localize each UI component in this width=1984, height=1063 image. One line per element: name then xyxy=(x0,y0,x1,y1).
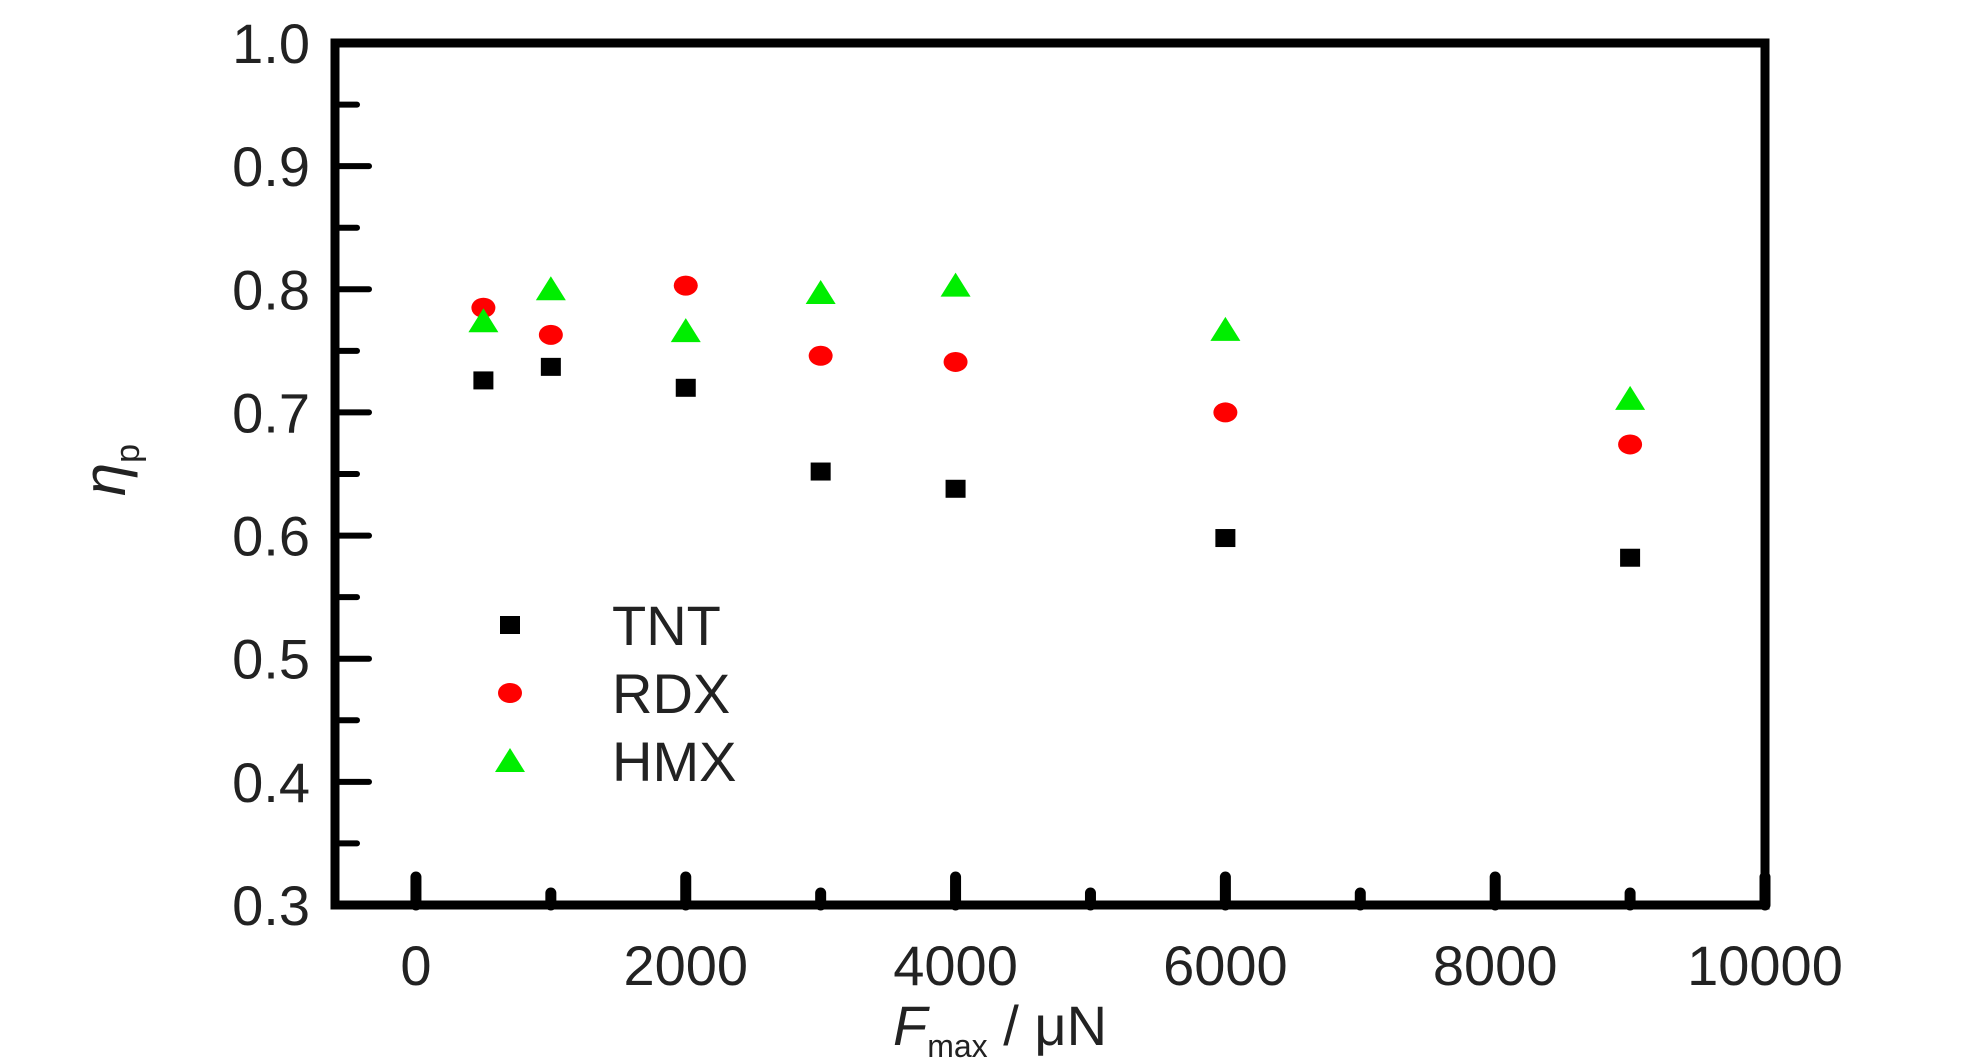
tick-labels: 0 2000 4000 6000 8000 10000 0.3 0.4 0.5 0.6 0.7 0.8… xyxy=(232,12,1843,997)
series-rdx xyxy=(471,275,1643,455)
y-tick-label: 0.8 xyxy=(232,258,310,321)
y-tick-label: 0.7 xyxy=(232,381,310,444)
legend-marker-tnt xyxy=(500,616,520,634)
y-tick-label: 0.3 xyxy=(232,874,310,937)
legend-marker-hmx xyxy=(495,748,525,772)
legend-item-rdx: RDX xyxy=(498,662,730,725)
y-axis-title: ηp xyxy=(71,444,147,496)
hmx-point xyxy=(468,308,499,333)
rdx-point xyxy=(471,297,496,318)
axis-ticks xyxy=(332,40,1771,911)
tnt-point xyxy=(540,357,561,376)
x-tick-label: 0 xyxy=(400,934,431,997)
plot-frame xyxy=(330,38,1770,910)
rdx-point xyxy=(808,345,833,366)
rdx-point xyxy=(538,324,563,345)
rdx-point xyxy=(943,351,968,372)
tnt-point xyxy=(473,371,494,390)
hmx-point xyxy=(670,318,701,343)
x-axis-title-sub: max xyxy=(927,1028,987,1063)
y-tick-label: 1.0 xyxy=(232,12,310,75)
hmx-point xyxy=(805,279,836,304)
tnt-point xyxy=(1215,529,1236,548)
hmx-point xyxy=(1210,316,1241,341)
legend-item-hmx: HMX xyxy=(495,730,736,793)
x-tick-label: 6000 xyxy=(1163,934,1288,997)
rdx-point xyxy=(1618,434,1643,455)
y-axis-title-main: η xyxy=(71,463,138,496)
x-tick-label: 2000 xyxy=(623,934,748,997)
y-axis-title-sub: p xyxy=(109,444,147,463)
legend-item-tnt: TNT xyxy=(500,594,721,657)
rdx-point xyxy=(673,275,698,296)
rdx-point xyxy=(1213,402,1238,423)
y-tick-label: 0.6 xyxy=(232,505,310,568)
legend-label-rdx: RDX xyxy=(612,662,730,725)
legend-label-tnt: TNT xyxy=(612,594,721,657)
series-tnt xyxy=(473,357,1641,567)
legend-label-hmx: HMX xyxy=(612,730,736,793)
tnt-point xyxy=(675,378,696,397)
y-tick-label: 0.9 xyxy=(232,135,310,198)
tnt-point xyxy=(1620,548,1641,567)
y-tick-label: 0.5 xyxy=(232,628,310,691)
x-axis-title-rest: / μN xyxy=(988,994,1107,1057)
hmx-point xyxy=(535,276,566,301)
data-series xyxy=(468,272,1646,567)
tnt-point xyxy=(945,479,966,498)
x-tick-label: 8000 xyxy=(1433,934,1558,997)
legend-marker-rdx xyxy=(498,683,522,703)
tnt-point xyxy=(810,462,831,481)
series-hmx xyxy=(468,272,1646,410)
hmx-point xyxy=(940,272,971,297)
hmx-point xyxy=(1615,385,1646,410)
x-axis-title: Fmax / μN xyxy=(893,994,1107,1063)
y-tick-label: 0.4 xyxy=(232,751,310,814)
x-tick-label: 10000 xyxy=(1687,934,1843,997)
x-axis-title-main: F xyxy=(893,994,930,1057)
x-tick-label: 4000 xyxy=(893,934,1018,997)
